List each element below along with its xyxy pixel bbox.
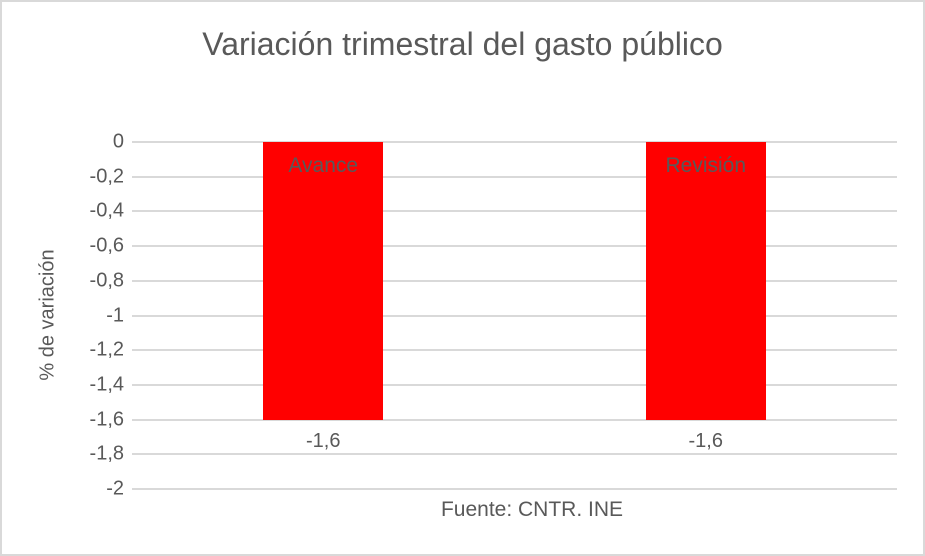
y-tick-label: -0,4: [89, 199, 124, 222]
bar-avance: Avance: [263, 142, 384, 420]
gridline: [132, 279, 897, 282]
gridline: [132, 349, 897, 352]
gridline: [132, 453, 897, 456]
bar-revisión: Revisión: [645, 142, 766, 420]
gridline: [132, 418, 897, 421]
gridline: [132, 314, 897, 317]
gridline: [132, 245, 897, 248]
gridline: [132, 175, 897, 178]
gridline: [132, 488, 897, 490]
source-note: Fuente: CNTR. INE: [440, 498, 624, 521]
y-tick-label: -1,2: [89, 338, 124, 361]
y-tick-label: 0: [112, 130, 124, 153]
bar-value-label: -1,6: [688, 429, 723, 452]
gridline: [132, 383, 897, 386]
y-tick-label: -1,8: [89, 442, 124, 465]
y-tick-label: -0,6: [89, 234, 124, 257]
plot-area: Avance -1,6 Revisión -1,6: [132, 141, 897, 490]
bar-value-label: -1,6: [306, 429, 341, 452]
y-tick-label: -0,8: [89, 269, 124, 292]
y-tick-label: -0,2: [89, 165, 124, 188]
gridline: [132, 141, 897, 143]
y-tick-label: -1,4: [89, 373, 124, 396]
bar-category-label: Revisión: [665, 154, 747, 177]
y-tick-label: -2: [106, 477, 124, 500]
y-tick-label: -1: [106, 304, 124, 326]
gridline: [132, 210, 897, 213]
chart-title: Variación trimestral del gasto público: [202, 26, 723, 62]
bar-category-label: Avance: [288, 154, 359, 177]
y-tick-label: -1,6: [89, 408, 124, 431]
